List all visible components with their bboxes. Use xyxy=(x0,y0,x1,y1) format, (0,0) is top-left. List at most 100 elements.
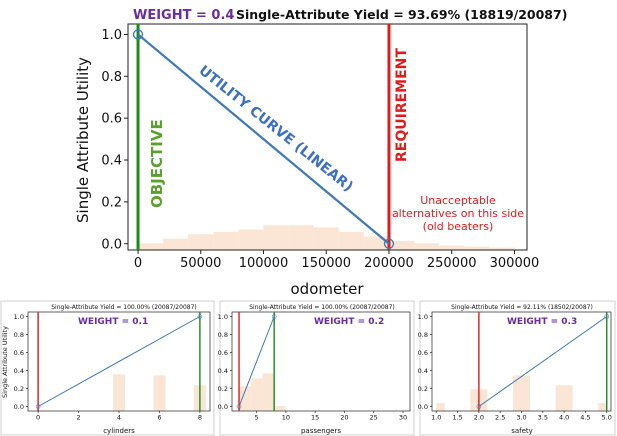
histogram-bar xyxy=(439,245,465,250)
histogram-bar xyxy=(489,247,515,250)
utility-curve-point xyxy=(35,404,41,409)
safety-chart-title: Single-Attribute Yield = 92.11% (18502/2… xyxy=(451,304,593,311)
utility-curve-line xyxy=(238,316,275,407)
cylinders-y-axis-label: Single Attribute Utility xyxy=(1,326,9,398)
main-x-axis-label: odometer xyxy=(291,280,365,298)
main-chart-title: Single-Attribute Yield = 93.69% (18819/2… xyxy=(236,7,567,22)
histogram-bar xyxy=(512,375,531,411)
cylinders-x-axis-label: cylinders xyxy=(103,427,135,435)
histogram-bar xyxy=(250,378,263,411)
y-tick-label: 0.6 xyxy=(101,112,122,127)
x-tick-label: 4 xyxy=(117,414,121,422)
passengers-weight-label: WEIGHT = 0.2 xyxy=(314,317,384,327)
plot-frame xyxy=(127,23,528,251)
passengers-x-axis-label: passengers xyxy=(301,427,341,435)
unacceptable-line-1: Unacceptable xyxy=(420,194,496,207)
x-tick-label: 3.0 xyxy=(516,414,526,422)
y-tick-label: 0.0 xyxy=(418,403,428,411)
histogram-bar xyxy=(112,374,126,411)
histogram-bar xyxy=(288,225,314,250)
main-weight-label: WEIGHT = 0.4 xyxy=(133,8,234,23)
utility-curve-point xyxy=(236,404,242,409)
x-tick-label: 300000 xyxy=(490,256,540,271)
x-tick-label: 8 xyxy=(198,414,202,422)
histogram-bar xyxy=(153,375,166,411)
x-tick-label: 5 xyxy=(255,414,259,422)
x-tick-label: 4.0 xyxy=(559,414,569,422)
x-tick-label: 2.0 xyxy=(474,414,484,422)
x-tick-label: 20 xyxy=(340,414,348,422)
x-tick-label: 0 xyxy=(36,414,40,422)
histogram-bar xyxy=(262,373,275,411)
x-tick-label: 1.5 xyxy=(452,414,462,422)
x-tick-label: 15 xyxy=(311,414,319,422)
y-tick-label: 0.0 xyxy=(14,403,24,411)
y-tick-label: 0.2 xyxy=(14,385,24,393)
utility-curve-point xyxy=(604,314,610,319)
y-tick-label: 0.2 xyxy=(101,195,122,210)
y-tick-label: 1.0 xyxy=(418,313,428,321)
histogram-bar xyxy=(213,231,239,250)
x-tick-label: 4.5 xyxy=(580,414,590,422)
safety-x-axis-label: safety xyxy=(511,427,533,435)
y-tick-label: 0.0 xyxy=(101,237,122,252)
x-tick-label: 150000 xyxy=(301,256,351,271)
y-tick-label: 0.8 xyxy=(418,331,428,339)
x-tick-label: 250000 xyxy=(427,256,477,271)
histogram-bar xyxy=(238,229,264,250)
utility-curve-point xyxy=(132,29,144,40)
utility-curve-point xyxy=(197,314,203,319)
x-tick-label: 6 xyxy=(157,414,161,422)
main-chart-odometer: WEIGHT = 0.4 Single-Attribute Yield = 93… xyxy=(74,7,567,298)
utility-curve-line xyxy=(478,316,608,407)
objective-label: OBJECTIVE xyxy=(148,119,166,208)
x-tick-label: 25 xyxy=(370,414,378,422)
histogram-bar xyxy=(363,236,389,250)
utility-curve-line xyxy=(137,33,390,245)
utility-curve-point xyxy=(383,238,395,249)
cylinders-plot-area: 0 2 4 6 8 0.0 0.2 0.4 0.6 0.8 1.0 xyxy=(14,311,211,422)
x-tick-label: 50000 xyxy=(180,256,221,271)
x-tick-label: 100000 xyxy=(239,256,289,271)
safety-plot-area: 1.0 1.5 2.0 2.5 3.0 3.5 4.0 4.5 5.0 0.0 0.2 0.4 0.6 0… xyxy=(418,311,612,422)
main-plot-area: 0 50000 100000 150000 200000 250000 300000 0.0 0… xyxy=(101,23,540,271)
safety-weight-label: WEIGHT = 0.3 xyxy=(507,317,577,327)
histogram-bar xyxy=(464,246,490,250)
histogram-bar xyxy=(138,243,164,250)
histogram-bar xyxy=(414,243,440,250)
unacceptable-line-3: (old beaters) xyxy=(423,220,494,233)
x-tick-label: 3.5 xyxy=(538,414,548,422)
histogram-bar xyxy=(388,240,415,250)
cylinders-weight-label: WEIGHT = 0.1 xyxy=(78,317,148,327)
unacceptable-line-2: alternatives on this side xyxy=(392,207,524,220)
y-tick-label: 0.6 xyxy=(14,349,24,357)
chart-safety: Single-Attribute Yield = 92.11% (18502/2… xyxy=(418,304,612,435)
utility-curve-point xyxy=(476,404,482,409)
x-tick-label: 200000 xyxy=(364,256,414,271)
x-tick-label: 30 xyxy=(399,414,407,422)
histogram-bar xyxy=(239,386,251,411)
x-tick-label: 0 xyxy=(134,256,142,271)
y-tick-label: 0.2 xyxy=(218,385,228,393)
utility-curve-point xyxy=(271,314,277,319)
x-tick-label: 2 xyxy=(76,414,80,422)
histogram-bar xyxy=(274,406,286,411)
y-tick-label: 1.0 xyxy=(218,313,228,321)
histogram-bar xyxy=(555,385,573,411)
y-tick-label: 0.0 xyxy=(218,403,228,411)
histogram-bar xyxy=(338,231,364,250)
y-tick-label: 0.6 xyxy=(218,349,228,357)
x-tick-label: 1.0 xyxy=(431,414,441,422)
cylinders-panel-frame xyxy=(0,300,215,436)
histogram-bar xyxy=(313,227,339,250)
y-tick-label: 0.6 xyxy=(418,349,428,357)
histogram-bar xyxy=(263,225,289,250)
passengers-chart-title: Single-Attribute Yield = 100.00% (20087/… xyxy=(249,304,395,311)
y-tick-label: 0.4 xyxy=(418,367,428,375)
utility-curve-line xyxy=(37,316,201,407)
requirement-label: REQUIREMENT xyxy=(394,48,410,162)
y-tick-label: 0.8 xyxy=(218,331,228,339)
y-tick-label: 0.2 xyxy=(418,385,428,393)
y-tick-label: 0.4 xyxy=(218,367,228,375)
